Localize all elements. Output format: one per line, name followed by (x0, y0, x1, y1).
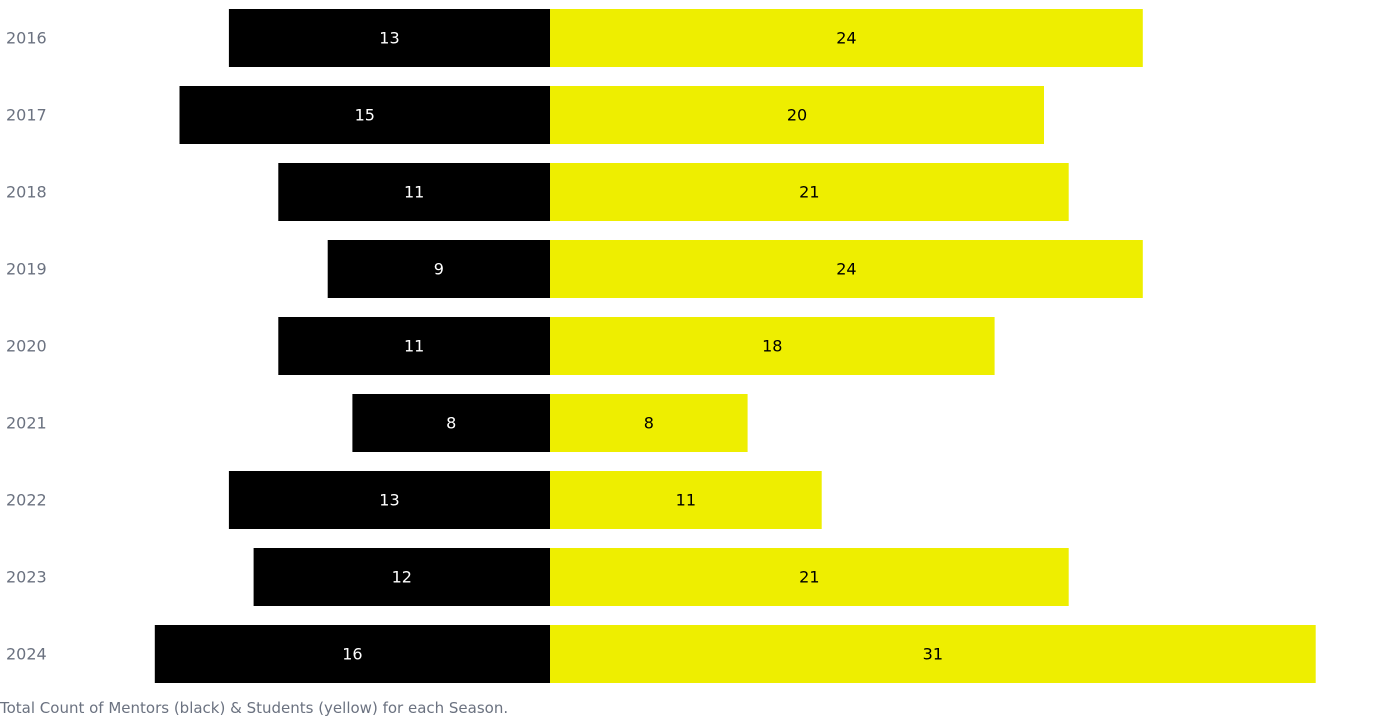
data-label-students: 24 (836, 260, 856, 279)
bar-mentors (253, 548, 550, 606)
category-label: 2018 (6, 183, 47, 202)
data-label-mentors: 16 (342, 645, 362, 664)
data-label-mentors: 15 (355, 106, 375, 125)
bar-mentors (352, 394, 550, 452)
bar-mentors (278, 163, 550, 221)
bar-students (550, 317, 995, 375)
bar-students (550, 625, 1316, 683)
data-label-students: 31 (923, 645, 943, 664)
bar-mentors (154, 625, 551, 683)
bar-students (550, 548, 1069, 606)
category-label: 2020 (6, 337, 47, 356)
category-label: 2024 (6, 645, 47, 664)
data-label-mentors: 9 (434, 260, 444, 279)
bar-students (550, 86, 1044, 144)
chart-plot: 2016 13 24 2017 15 20 2018 11 21 2019 9 24 2020 11 18 2… (6, 9, 1316, 683)
category-label: 2017 (6, 106, 47, 125)
bar-mentors (228, 471, 550, 529)
data-label-mentors: 8 (446, 414, 456, 433)
bar-students (550, 471, 822, 529)
category-label: 2022 (6, 491, 47, 510)
category-label: 2016 (6, 29, 47, 48)
bar-mentors (278, 317, 550, 375)
bar-students (550, 9, 1143, 67)
chart-caption: Total Count of Mentors (black) & Student… (0, 699, 509, 717)
data-label-students: 20 (787, 106, 807, 125)
bar-students (550, 394, 748, 452)
data-label-mentors: 11 (404, 183, 424, 202)
bar-students (550, 163, 1069, 221)
data-label-mentors: 11 (404, 337, 424, 356)
bar-mentors (327, 240, 550, 298)
bar-students (550, 240, 1143, 298)
category-label: 2019 (6, 260, 47, 279)
data-label-students: 18 (762, 337, 782, 356)
data-label-students: 8 (644, 414, 654, 433)
data-label-students: 24 (836, 29, 856, 48)
data-label-students: 21 (799, 183, 819, 202)
data-label-mentors: 13 (379, 29, 399, 48)
data-label-mentors: 12 (392, 568, 412, 587)
category-label: 2023 (6, 568, 47, 587)
data-label-students: 11 (676, 491, 696, 510)
data-label-mentors: 13 (379, 491, 399, 510)
category-label: 2021 (6, 414, 47, 433)
data-label-students: 21 (799, 568, 819, 587)
bar-mentors (179, 86, 550, 144)
bar-mentors (228, 9, 550, 67)
